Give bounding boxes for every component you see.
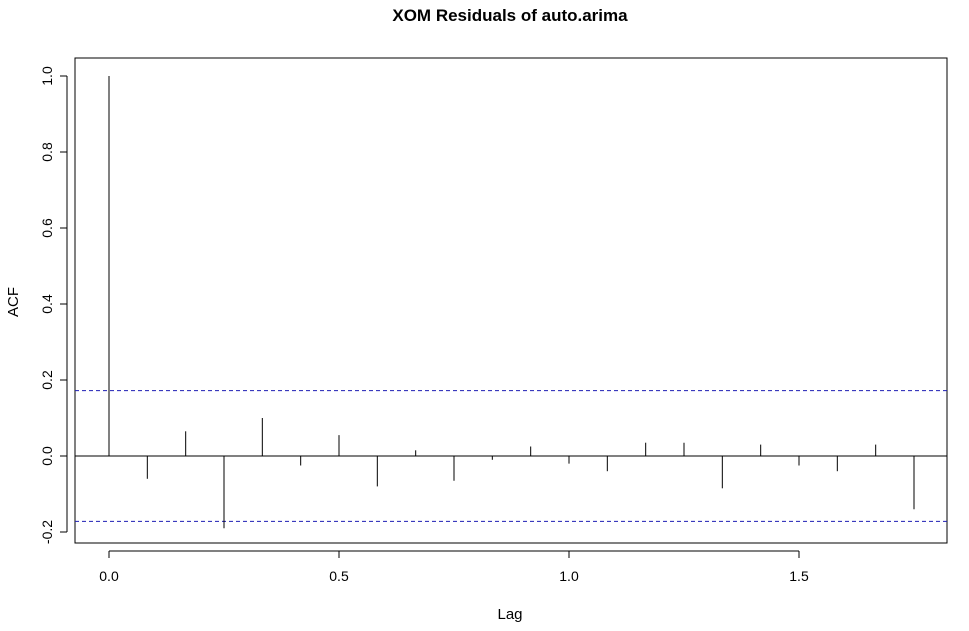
y-tick-label-1: 0.0 [39, 446, 55, 466]
x-tick-label-3: 1.5 [789, 568, 809, 584]
x-tick-label-0: 0.0 [99, 568, 119, 584]
y-tick-label-3: 0.4 [39, 294, 55, 314]
y-tick-label-2: 0.2 [39, 370, 55, 390]
y-tick-label-6: 1.0 [39, 66, 55, 86]
y-tick-label-0: -0.2 [39, 520, 55, 544]
y-tick-label-5: 0.8 [39, 142, 55, 162]
y-tick-label-4: 0.6 [39, 218, 55, 238]
x-axis-label: Lag [497, 606, 522, 623]
chart-title: XOM Residuals of auto.arima [392, 6, 628, 25]
plot-frame [74, 57, 948, 544]
x-tick-label-2: 1.0 [559, 568, 579, 584]
x-tick-label-1: 0.5 [329, 568, 349, 584]
y-axis-label: ACF [5, 287, 22, 317]
